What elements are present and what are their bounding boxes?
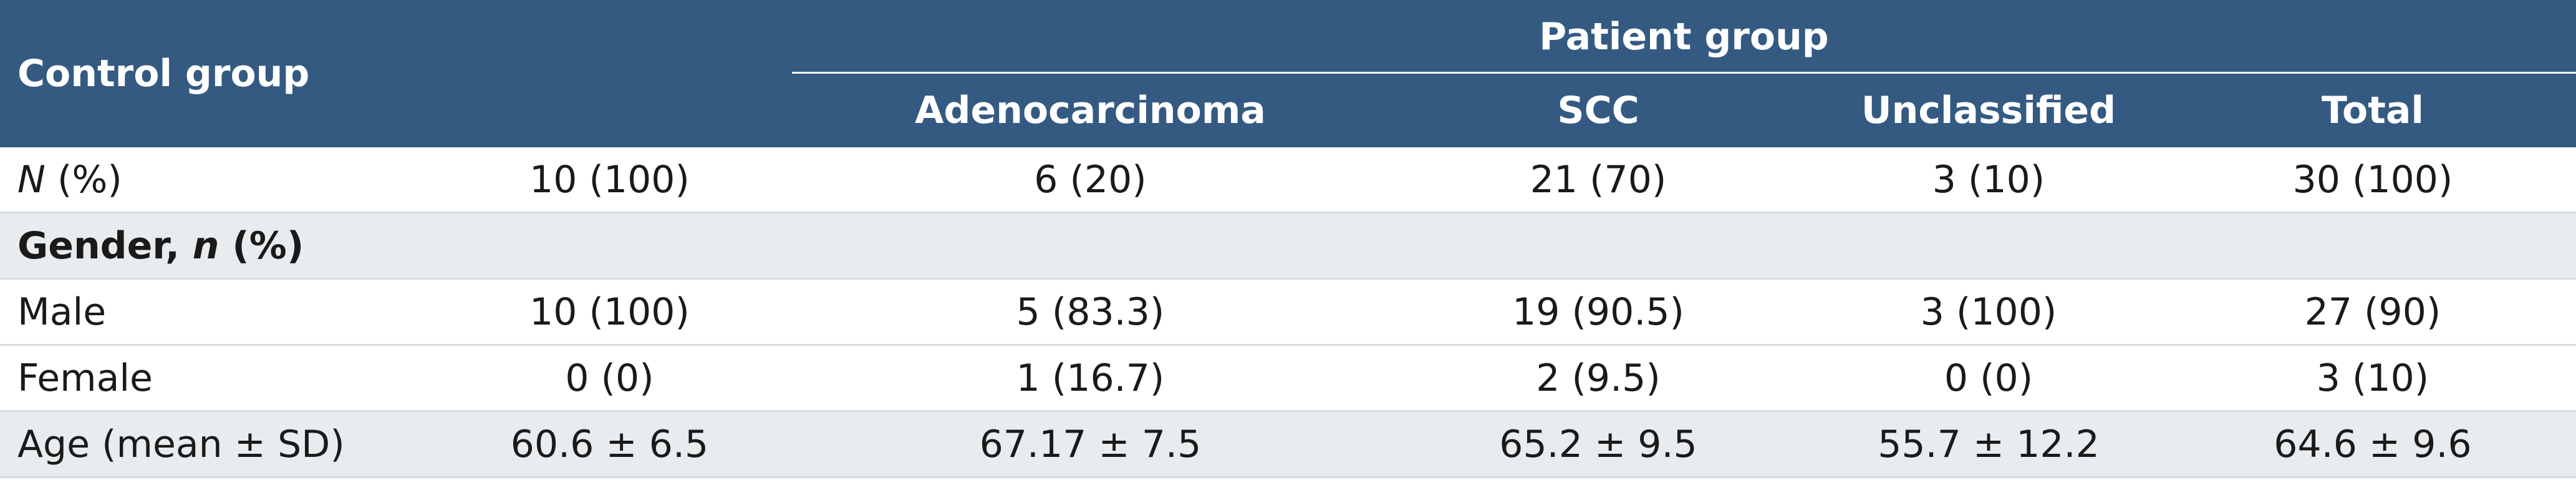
row-label: Male	[0, 278, 427, 346]
value-cell: 10 (100)	[427, 278, 792, 346]
table-row: Male 10 (100) 5 (83.3) 19 (90.5) 3 (100) 27 (…	[0, 278, 2576, 346]
label-part: (%)	[45, 157, 122, 202]
table-body: N (%) 10 (100) 6 (20) 21 (70) 3 (10) 30 (100)…	[0, 147, 2576, 478]
header-row: Control group Patient group	[0, 0, 2576, 147]
header-row: Adenocarcinoma SCC Unclassified Total	[0, 74, 2576, 147]
header-cell: Control group	[0, 0, 792, 147]
row-label: Female	[0, 345, 427, 412]
header-cell: Adenocarcinoma	[792, 74, 1389, 147]
value-cell: 10 (100)	[427, 147, 792, 213]
label-part: (%)	[219, 223, 304, 268]
value-cell: 5 (83.3)	[792, 278, 1389, 346]
table-row: Gender, n (%)	[0, 212, 2576, 280]
value-cell: 0 (0)	[1808, 345, 2169, 412]
table-row: Female 0 (0) 1 (16.7) 2 (9.5) 0 (0) 3 (10)	[0, 345, 2576, 412]
label-part: Gender,	[17, 223, 193, 268]
value-cell: 3 (10)	[1808, 147, 2169, 213]
label-part: N	[17, 157, 46, 202]
value-cell: 64.6 ± 9.6	[2169, 411, 2576, 478]
label-part: Age (mean ± SD)	[17, 422, 345, 466]
value-cell: 27 (90)	[2169, 278, 2576, 346]
row-label: Age (mean ± SD)	[0, 411, 427, 478]
label-part: Female	[17, 356, 153, 400]
value-cell: 3 (100)	[1808, 278, 2169, 346]
header-cell: Patient group	[792, 0, 2576, 74]
value-cell: 1 (16.7)	[792, 345, 1389, 412]
table-row: Age (mean ± SD) 60.6 ± 6.5 67.17 ± 7.5 65.2…	[0, 411, 2576, 478]
value-cell: 21 (70)	[1389, 147, 1808, 213]
value-cell: 67.17 ± 7.5	[792, 411, 1389, 478]
row-label: Gender, n (%)	[0, 212, 2576, 280]
header-cell: Unclassified	[1808, 74, 2169, 147]
header-cell: SCC	[1389, 74, 1808, 147]
header-cell: Total	[2169, 74, 2576, 147]
value-cell: 65.2 ± 9.5	[1389, 411, 1808, 478]
value-cell: 3 (10)	[2169, 345, 2576, 412]
label-part: Male	[17, 290, 107, 334]
label-part: n	[192, 223, 219, 268]
value-cell: 6 (20)	[792, 147, 1389, 213]
value-cell: 2 (9.5)	[1389, 345, 1808, 412]
value-cell: 60.6 ± 6.5	[427, 411, 792, 478]
value-cell: 0 (0)	[427, 345, 792, 412]
row-label: N (%)	[0, 147, 427, 213]
table-row: N (%) 10 (100) 6 (20) 21 (70) 3 (10) 30 (100)	[0, 147, 2576, 213]
value-cell: 19 (90.5)	[1389, 278, 1808, 346]
value-cell: 55.7 ± 12.2	[1808, 411, 2169, 478]
value-cell: 30 (100)	[2169, 147, 2576, 213]
